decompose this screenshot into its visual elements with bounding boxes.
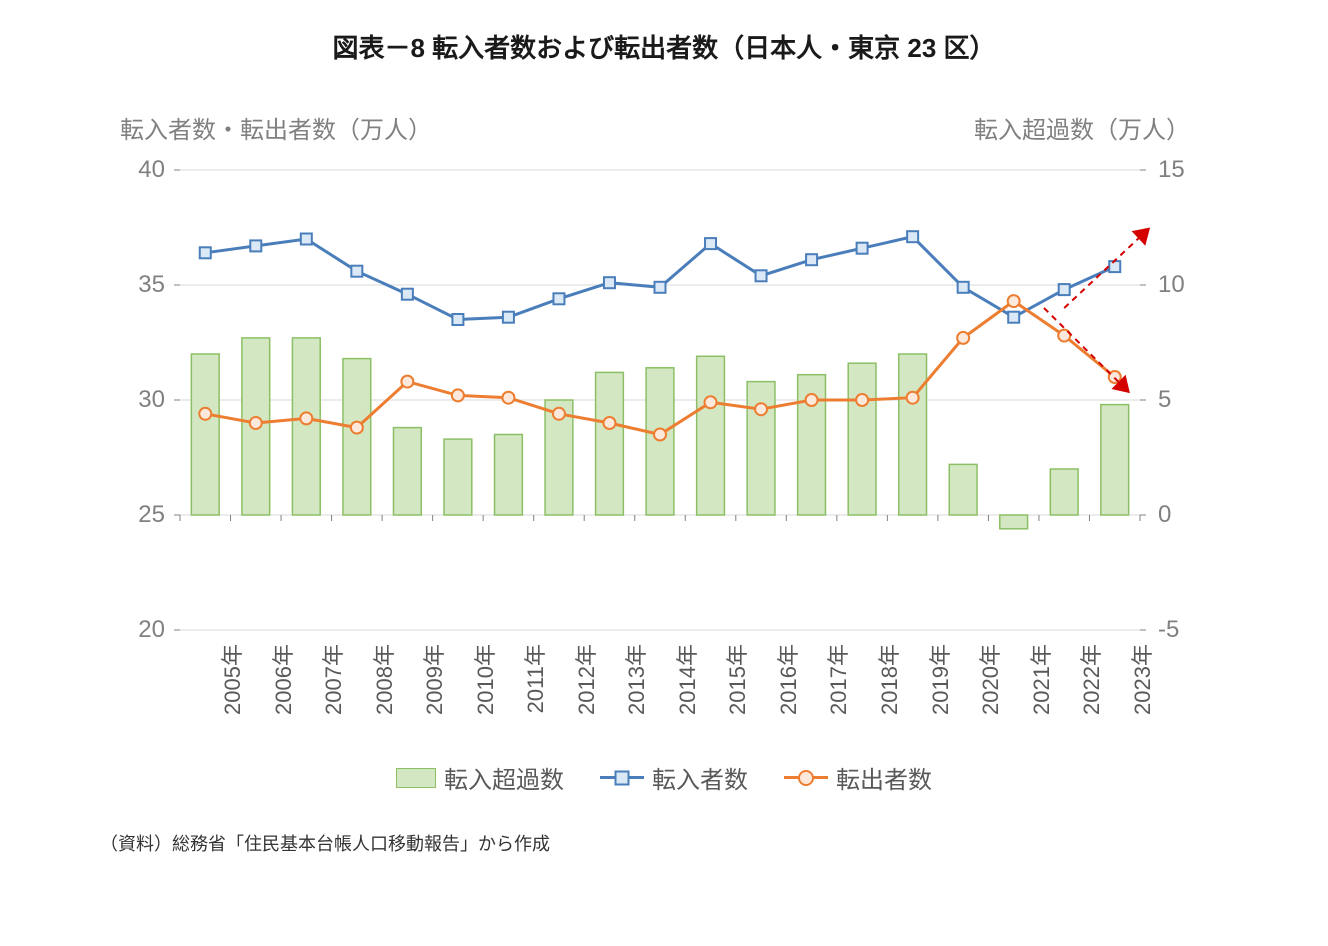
x-tick-label: 2009年: [417, 644, 449, 715]
x-tick-label: 2012年: [569, 644, 601, 715]
y-left-tick-label: 35: [125, 271, 165, 299]
y-left-tick-label: 40: [125, 156, 165, 184]
y-left-tick-label: 25: [125, 501, 165, 529]
x-tick-label: 2019年: [923, 644, 955, 715]
x-tick-label: 2016年: [771, 644, 803, 715]
legend-swatch-line-icon: [784, 776, 828, 779]
y-right-tick-label: 0: [1158, 501, 1171, 529]
chart-figure: 図表－8 転入者数および転出者数（日本人・東京 23 区） 転入者数・転出者数（…: [0, 0, 1328, 946]
x-tick-label: 2015年: [720, 644, 752, 715]
y-right-tick-label: 5: [1158, 386, 1171, 414]
legend-swatch-bar-icon: [396, 768, 436, 788]
x-tick-label: 2007年: [316, 644, 348, 715]
x-tick-label: 2005年: [215, 644, 247, 715]
x-tick-label: 2023年: [1125, 644, 1157, 715]
legend-item-bars: 転入超過数: [396, 760, 564, 795]
x-tick-label: 2020年: [973, 644, 1005, 715]
y-right-tick-label: 15: [1158, 156, 1185, 184]
chart-plot: [0, 0, 1328, 946]
y-left-tick-label: 20: [125, 616, 165, 644]
x-tick-label: 2022年: [1074, 644, 1106, 715]
legend-swatch-line-icon: [600, 776, 644, 779]
source-note: （資料）総務省「住民基本台帳人口移動報告」から作成: [100, 830, 550, 856]
x-tick-label: 2014年: [670, 644, 702, 715]
legend-label: 転入者数: [652, 760, 748, 795]
y-left-tick-label: 30: [125, 386, 165, 414]
x-tick-label: 2008年: [367, 644, 399, 715]
x-tick-label: 2021年: [1024, 644, 1056, 715]
legend-label: 転出者数: [836, 760, 932, 795]
x-tick-label: 2013年: [619, 644, 651, 715]
y-right-tick-label: -5: [1158, 616, 1179, 644]
x-tick-label: 2010年: [468, 644, 500, 715]
legend-label: 転入超過数: [444, 760, 564, 795]
x-tick-label: 2011年: [518, 644, 550, 713]
x-tick-label: 2018年: [872, 644, 904, 715]
x-tick-label: 2017年: [821, 644, 853, 715]
y-right-tick-label: 10: [1158, 271, 1185, 299]
legend-item-line-out: 転出者数: [784, 760, 932, 795]
x-tick-label: 2006年: [266, 644, 298, 715]
legend-item-line-in: 転入者数: [600, 760, 748, 795]
legend: 転入超過数 転入者数 転出者数: [0, 760, 1328, 795]
